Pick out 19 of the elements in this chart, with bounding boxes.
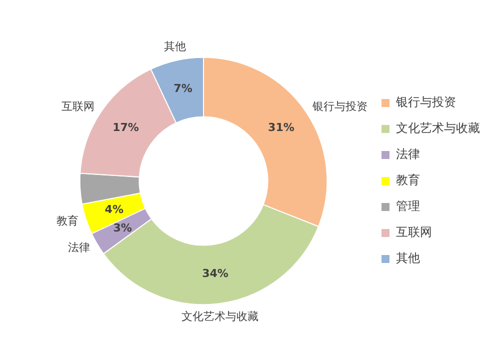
data-label: 4%: [104, 202, 124, 216]
slice-label: 教育: [56, 214, 78, 228]
data-label: 7%: [174, 82, 192, 96]
legend-label: 文化艺术与收藏: [396, 121, 480, 136]
legend-label: 教育: [396, 173, 420, 188]
slice-label: 法律: [68, 240, 90, 254]
legend-label: 管理: [396, 199, 420, 214]
slice-label: 互联网: [62, 100, 95, 113]
data-label: 31%: [268, 121, 294, 134]
data-label: 3%: [113, 222, 132, 235]
legend-label: 其他: [396, 251, 420, 266]
data-label: 17%: [112, 121, 139, 134]
legend-label: 法律: [396, 147, 420, 162]
slice-label: 文化艺术与收藏: [182, 310, 258, 323]
slice-label: 其他: [164, 40, 186, 53]
slice-label: 银行与投资: [311, 100, 368, 113]
legend-label: 互联网: [396, 225, 432, 240]
data-label: 34%: [202, 267, 228, 280]
legend-label: 银行与投资: [395, 95, 456, 110]
